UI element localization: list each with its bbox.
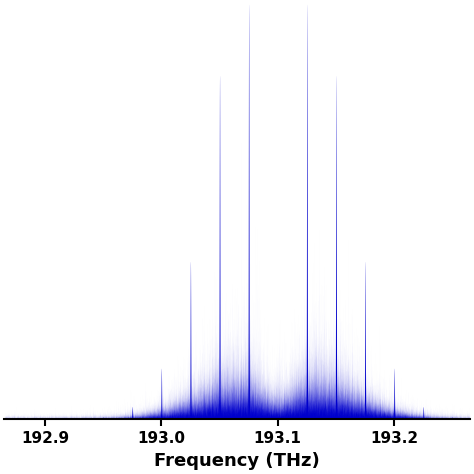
X-axis label: Frequency (THz): Frequency (THz) (154, 452, 320, 470)
